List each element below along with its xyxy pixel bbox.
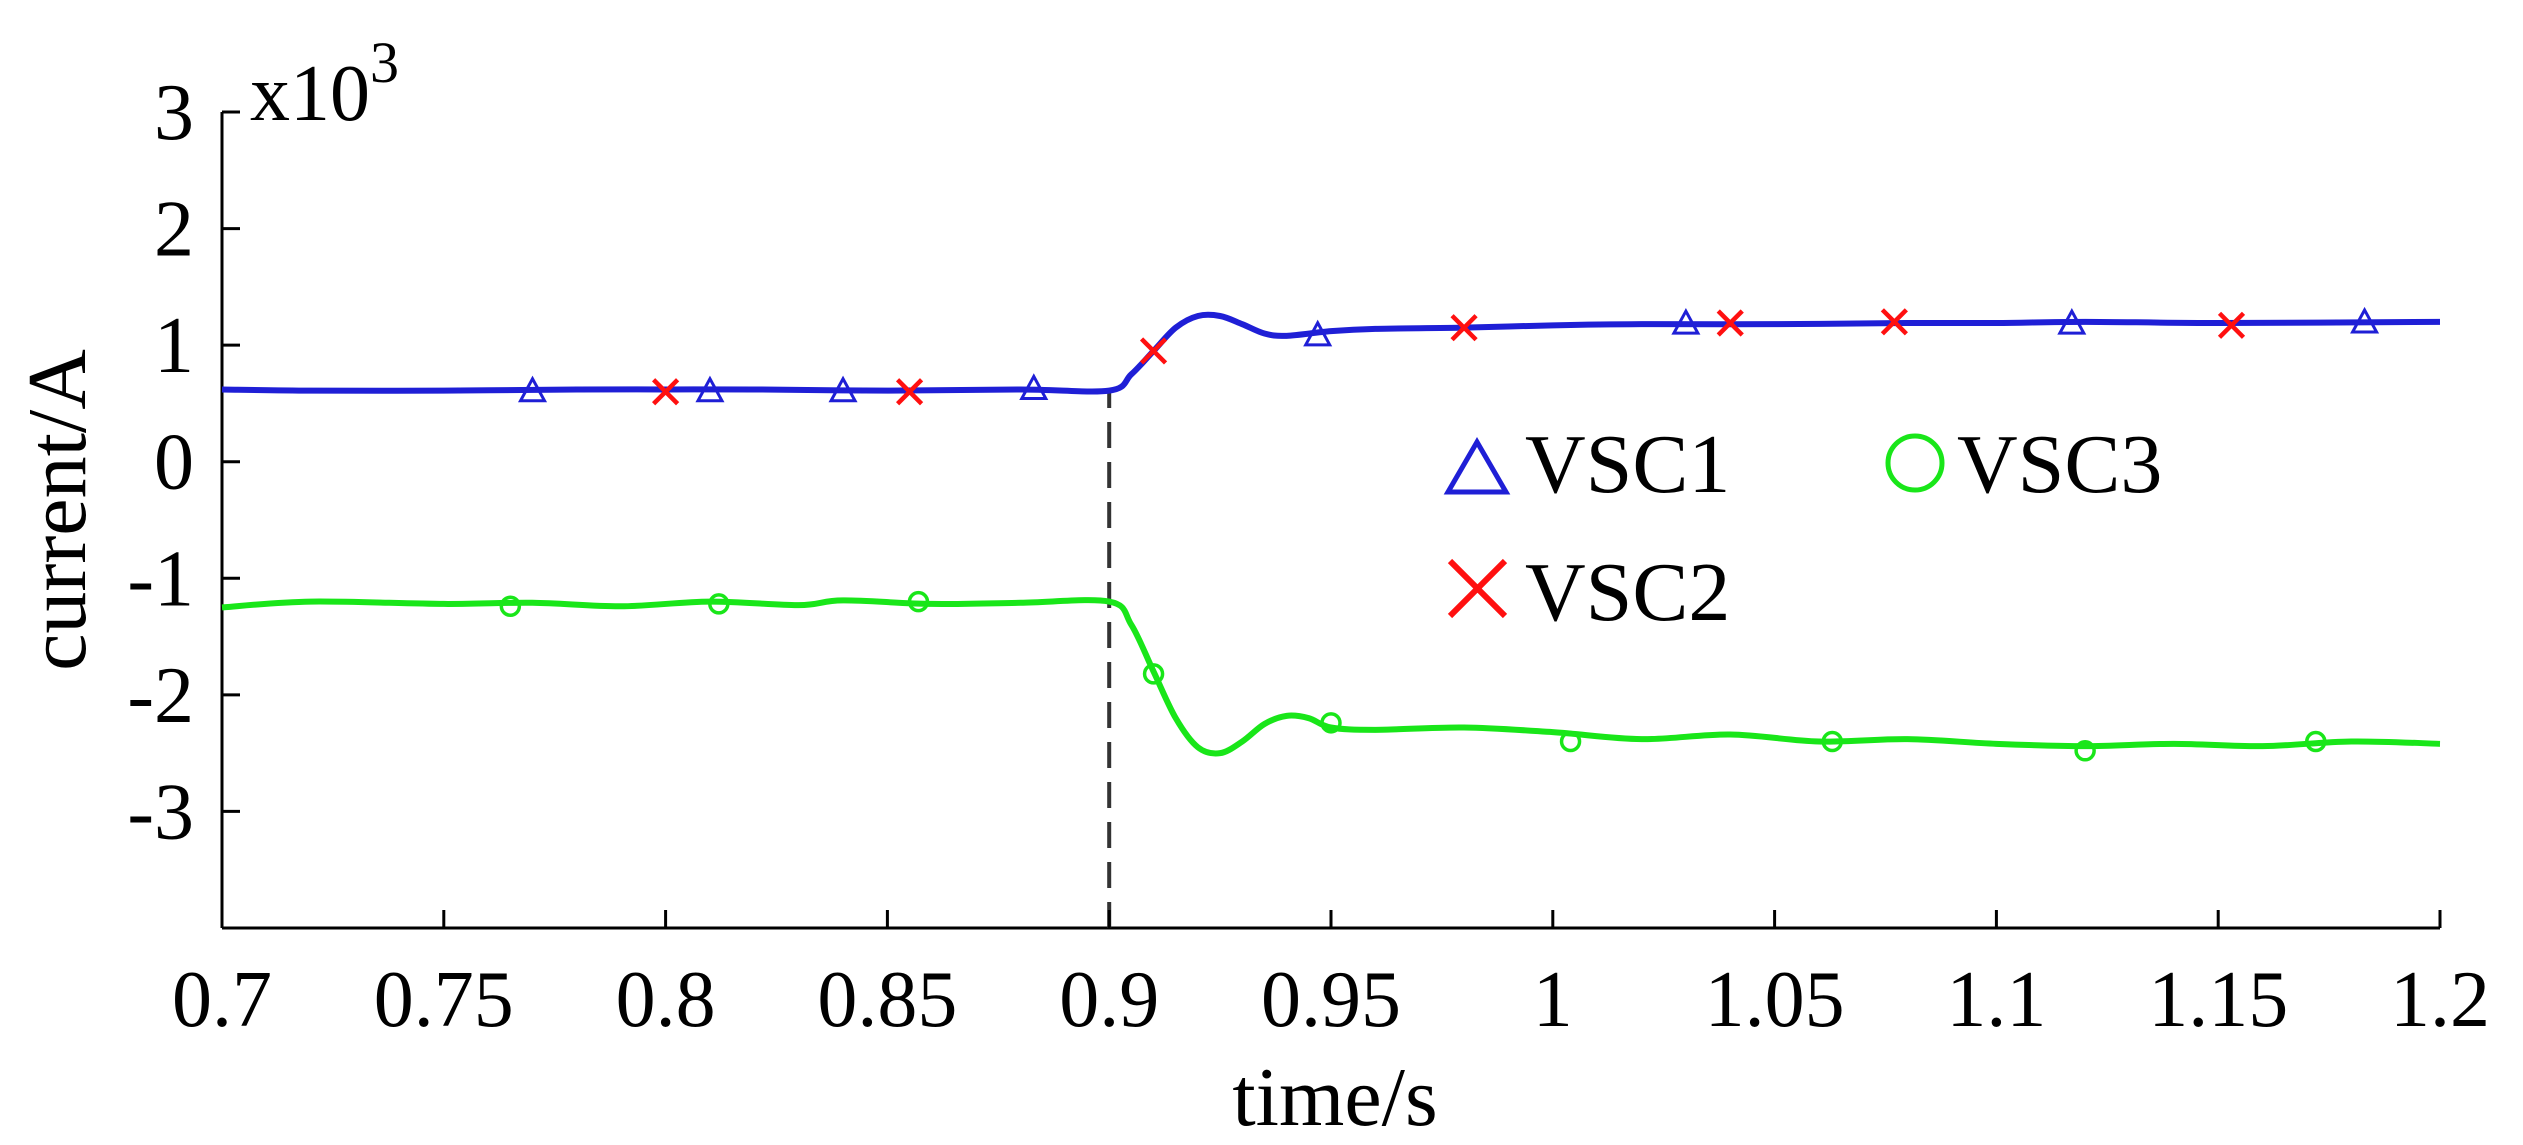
- marker-vsc3: [499, 595, 522, 618]
- marker-vsc3: [2074, 740, 2096, 762]
- legend-item-vsc1: VSC1: [1443, 418, 1730, 511]
- axes: [220, 112, 2440, 930]
- marker-vsc3: [2305, 730, 2327, 753]
- legend-label-vsc2: VSC2: [1525, 546, 1730, 639]
- marker-vsc3: [708, 593, 730, 615]
- x-tick-label: 0.95: [1261, 956, 1401, 1044]
- series-line-vsc1: [221, 311, 2441, 395]
- marker-vsc2: [1716, 309, 1744, 337]
- legend-label-vsc1: VSC1: [1525, 418, 1730, 511]
- marker-vsc2: [652, 378, 680, 406]
- legend-triangle-icon: [1443, 437, 1511, 495]
- y-tick-label: -2: [127, 652, 194, 740]
- y-tick-label: 1: [154, 302, 194, 390]
- marker-vsc1: [1671, 308, 1701, 335]
- marker-vsc2-stroke: [1716, 309, 1744, 337]
- marker-vsc2-stroke: [895, 378, 924, 406]
- marker-vsc1: [2057, 308, 2087, 335]
- legend: VSC1 VSC3 VSC2: [1443, 418, 2162, 639]
- y-tick-label: 3: [154, 69, 194, 157]
- series-markers: [499, 306, 2380, 762]
- marker-vsc3: [1142, 663, 1165, 685]
- marker-vsc1: [695, 375, 725, 403]
- legend-label-vsc3: VSC3: [1957, 418, 2162, 511]
- marker-vsc2: [2217, 311, 2246, 339]
- y-scale-base: x10: [250, 50, 370, 138]
- legend-item-vsc3: VSC3: [1885, 418, 2162, 511]
- marker-vsc2-stroke: [1880, 308, 1908, 336]
- legend-circle-icon: [1885, 433, 1945, 493]
- y-scale-exponent: 3: [370, 30, 399, 95]
- legend-item-vsc2: VSC2: [1447, 546, 1730, 639]
- x-tick-label: 1.15: [2148, 956, 2288, 1044]
- y-scale-label: x103: [250, 30, 399, 138]
- y-tick-label: 2: [154, 186, 194, 274]
- x-tick-label: 0.7: [172, 956, 272, 1044]
- y-axis-label: current/A: [11, 349, 104, 671]
- marker-vsc2: [1880, 308, 1908, 336]
- marker-vsc3: [1559, 730, 1582, 753]
- ticks: 0.7 0.75 0.8 0.85 0.9 0.95 1 1.05 1.1 1.15 1.2 -3 -2…: [127, 69, 2490, 1044]
- x-tick-label: 1.1: [1946, 956, 2046, 1044]
- legend-cross-icon: [1447, 558, 1508, 619]
- marker-vsc2: [895, 378, 924, 406]
- x-tick-label: 0.8: [616, 956, 716, 1044]
- marker-vsc2-stroke: [2217, 311, 2246, 339]
- marker-vsc1: [828, 375, 858, 403]
- series-lines: [221, 311, 2441, 757]
- x-tick-label: 0.75: [374, 956, 514, 1044]
- marker-vsc2-stroke: [1450, 314, 1478, 342]
- y-tick-label: -1: [127, 535, 194, 623]
- marker-vsc3: [907, 590, 930, 613]
- x-axis-label: time/s: [1232, 1051, 1437, 1144]
- y-tick-label: 0: [154, 419, 194, 507]
- marker-vsc2: [1450, 314, 1478, 342]
- marker-vsc1: [1019, 373, 1049, 400]
- marker-vsc1: [517, 375, 548, 403]
- marker-vsc2-stroke: [652, 378, 680, 406]
- x-tick-label: 0.85: [817, 956, 957, 1044]
- marker-vsc2-stroke: [1139, 337, 1168, 365]
- marker-vsc1: [1303, 319, 1333, 347]
- marker-vsc3: [1320, 712, 1342, 734]
- marker-vsc2: [1139, 337, 1168, 365]
- x-tick-label: 1.2: [2390, 956, 2490, 1044]
- y-tick-label: -3: [127, 768, 194, 856]
- marker-vsc3: [1821, 730, 1844, 753]
- x-tick-label: 0.9: [1059, 956, 1159, 1044]
- marker-vsc1: [2350, 306, 2380, 334]
- x-tick-label: 1.05: [1705, 956, 1845, 1044]
- x-tick-label: 1: [1533, 956, 1573, 1044]
